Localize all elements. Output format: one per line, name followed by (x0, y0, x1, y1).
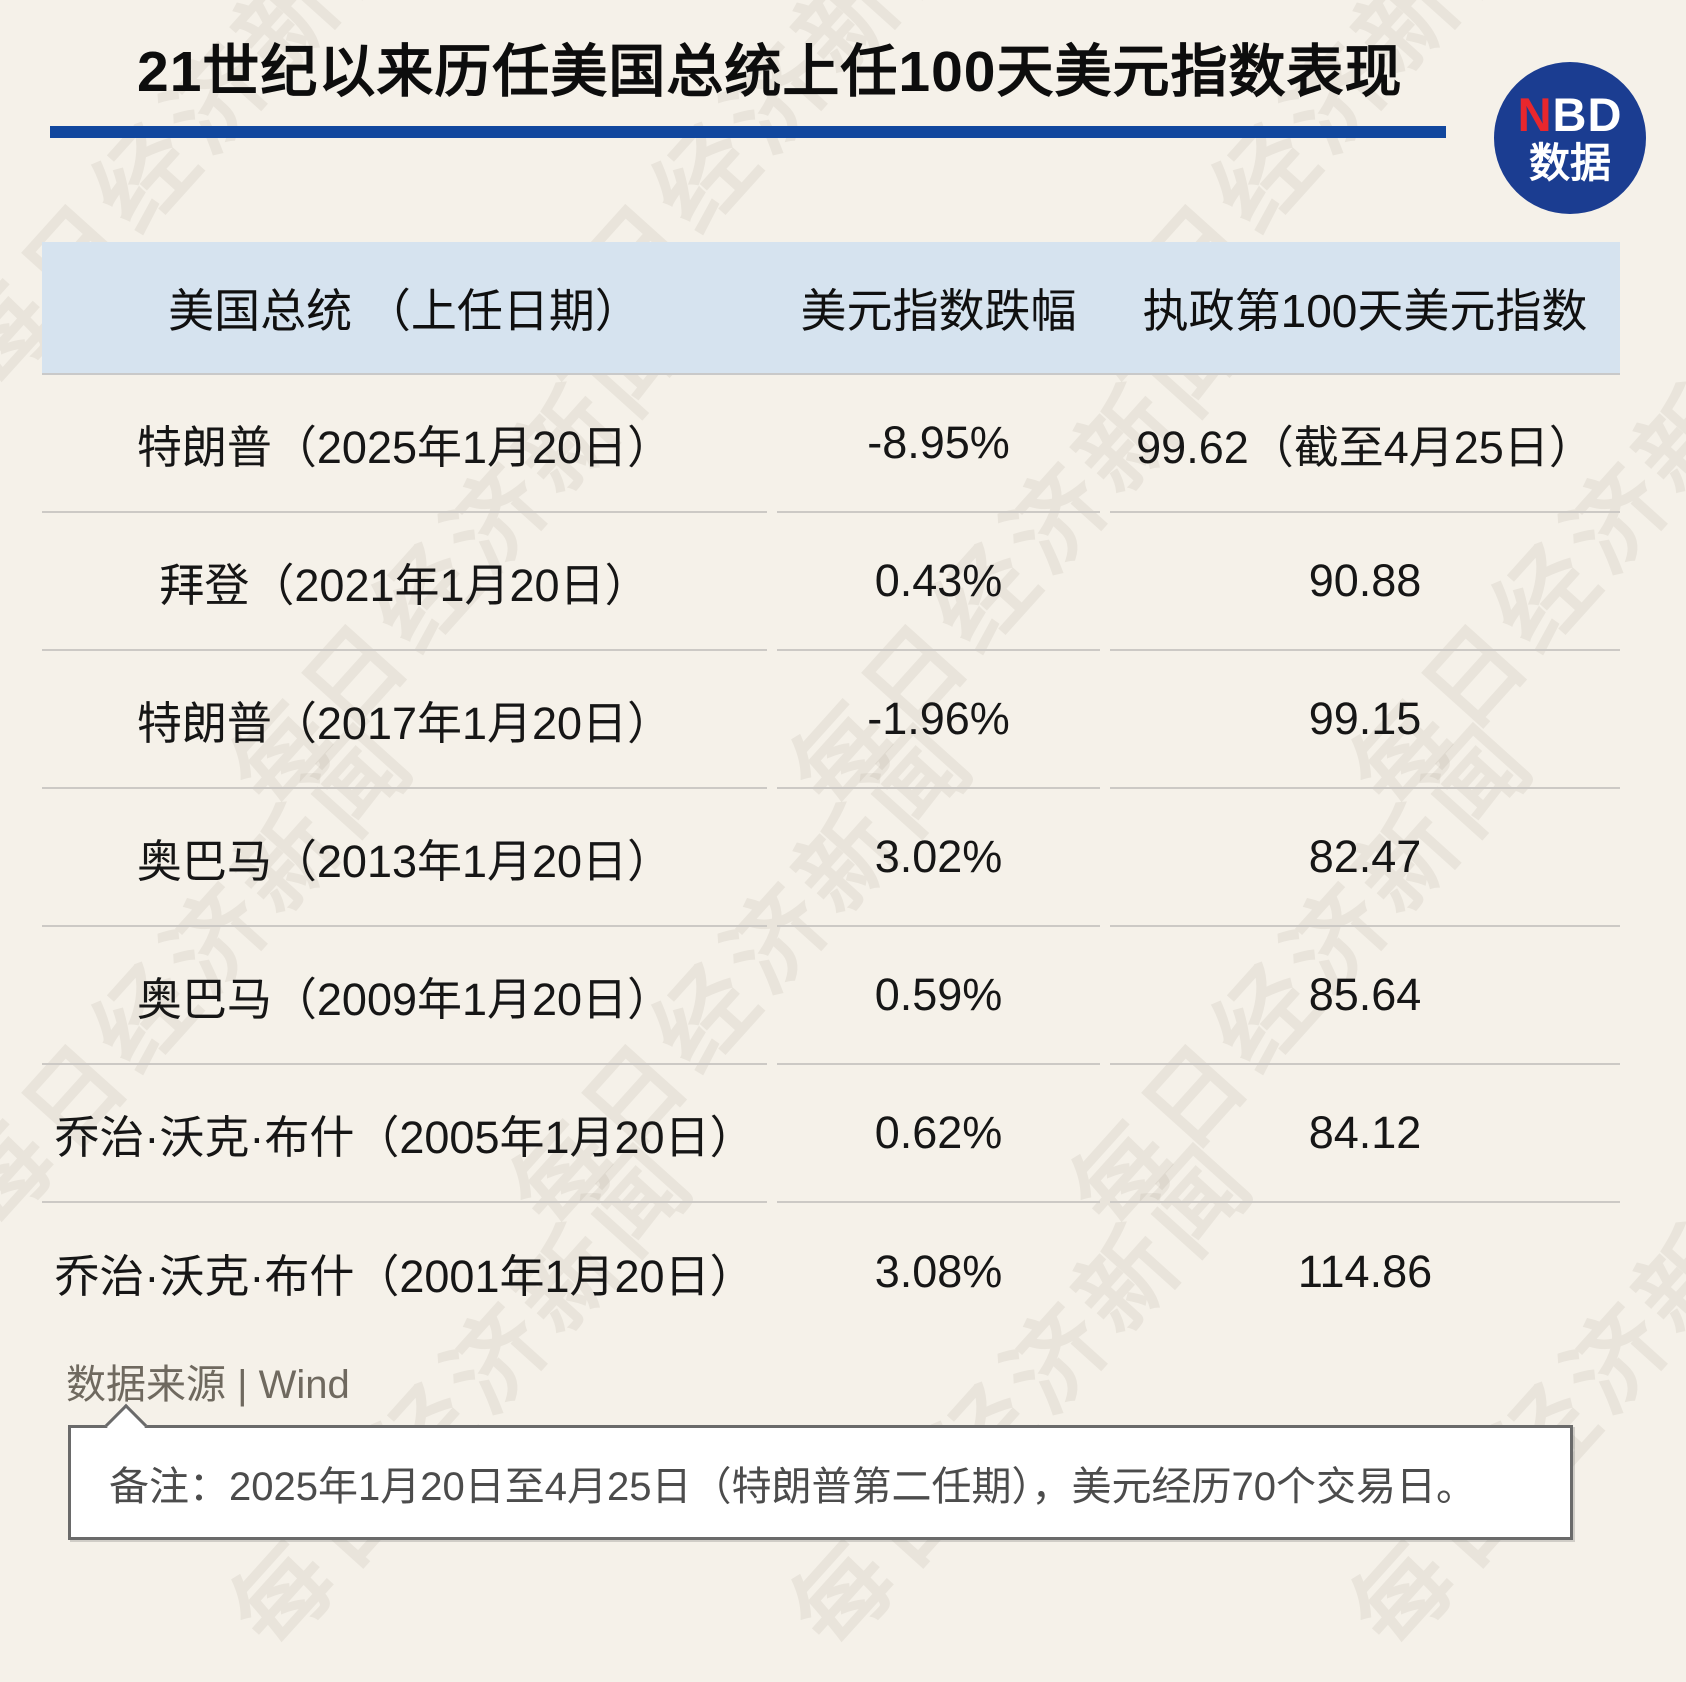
president-cell: 特朗普（2017年1月20日） (42, 651, 767, 789)
nbd-logo-letter-n: N (1517, 87, 1553, 141)
index-cell: 84.12 (1110, 1065, 1620, 1203)
change-cell: 0.43% (777, 513, 1100, 651)
index-cell: 85.64 (1110, 927, 1620, 1065)
note-text: 备注：2025年1月20日至4月25日（特朗普第二任期），美元经历70个交易日。 (109, 1464, 1476, 1509)
page-title: 21世纪以来历任美国总统上任100天美元指数表现 (137, 40, 1403, 104)
change-cell: 0.62% (777, 1065, 1100, 1203)
president-cell: 乔治·沃克·布什（2005年1月20日） (42, 1065, 767, 1203)
data-table: 美国总统 （上任日期） 美元指数跌幅 执政第100天美元指数 特朗普（2025年… (42, 242, 1620, 1341)
president-cell: 拜登（2021年1月20日） (42, 513, 767, 651)
table-row: 拜登（2021年1月20日） 0.43% 90.88 (42, 513, 1620, 651)
note-box: 备注：2025年1月20日至4月25日（特朗普第二任期），美元经历70个交易日。 (68, 1403, 1573, 1540)
column-header-index: 执政第100天美元指数 (1142, 284, 1588, 337)
table-row: 乔治·沃克·布什（2001年1月20日） 3.08% 114.86 (42, 1203, 1620, 1341)
index-cell: 82.47 (1110, 789, 1620, 927)
table-row: 特朗普（2017年1月20日） -1.96% 99.15 (42, 651, 1620, 789)
change-cell: 0.59% (777, 927, 1100, 1065)
president-cell: 奥巴马（2009年1月20日） (42, 927, 767, 1065)
nbd-logo: NBD 数据 (1494, 62, 1646, 214)
column-header-president: 美国总统 （上任日期） (168, 284, 641, 337)
change-cell: 3.08% (874, 1246, 1003, 1297)
table-row: 奥巴马（2013年1月20日） 3.02% 82.47 (42, 789, 1620, 927)
president-cell: 特朗普（2025年1月20日） (42, 375, 767, 513)
change-cell: 3.02% (777, 789, 1100, 927)
table-row: 乔治·沃克·布什（2005年1月20日） 0.62% 84.12 (42, 1065, 1620, 1203)
index-cell: 90.88 (1110, 513, 1620, 651)
change-cell: -1.96% (777, 651, 1100, 789)
change-cell: -8.95% (777, 375, 1100, 513)
index-cell: 99.15 (1110, 651, 1620, 789)
note-pointer-icon (104, 1403, 148, 1447)
index-cell: 99.62（截至4月25日） (1110, 375, 1620, 513)
table-row: 特朗普（2025年1月20日） -8.95% 99.62（截至4月25日） (42, 375, 1620, 513)
nbd-logo-subtitle: 数据 (1529, 140, 1611, 187)
president-cell: 乔治·沃克·布什（2001年1月20日） (54, 1250, 755, 1302)
table-row: 奥巴马（2009年1月20日） 0.59% 85.64 (42, 927, 1620, 1065)
index-cell: 114.86 (1297, 1246, 1433, 1297)
nbd-logo-letters-bd: BD (1552, 87, 1623, 141)
table-header-row: 美国总统 （上任日期） 美元指数跌幅 执政第100天美元指数 (42, 242, 1620, 375)
nbd-logo-wordmark: NBD (1518, 90, 1623, 139)
source-label: 数据来源 | Wind (66, 1363, 350, 1407)
president-cell: 奥巴马（2013年1月20日） (42, 789, 767, 927)
column-header-change: 美元指数跌幅 (800, 284, 1077, 337)
title-underline (50, 126, 1446, 138)
table-body: 特朗普（2025年1月20日） -8.95% 99.62（截至4月25日） 拜登… (42, 375, 1620, 1341)
